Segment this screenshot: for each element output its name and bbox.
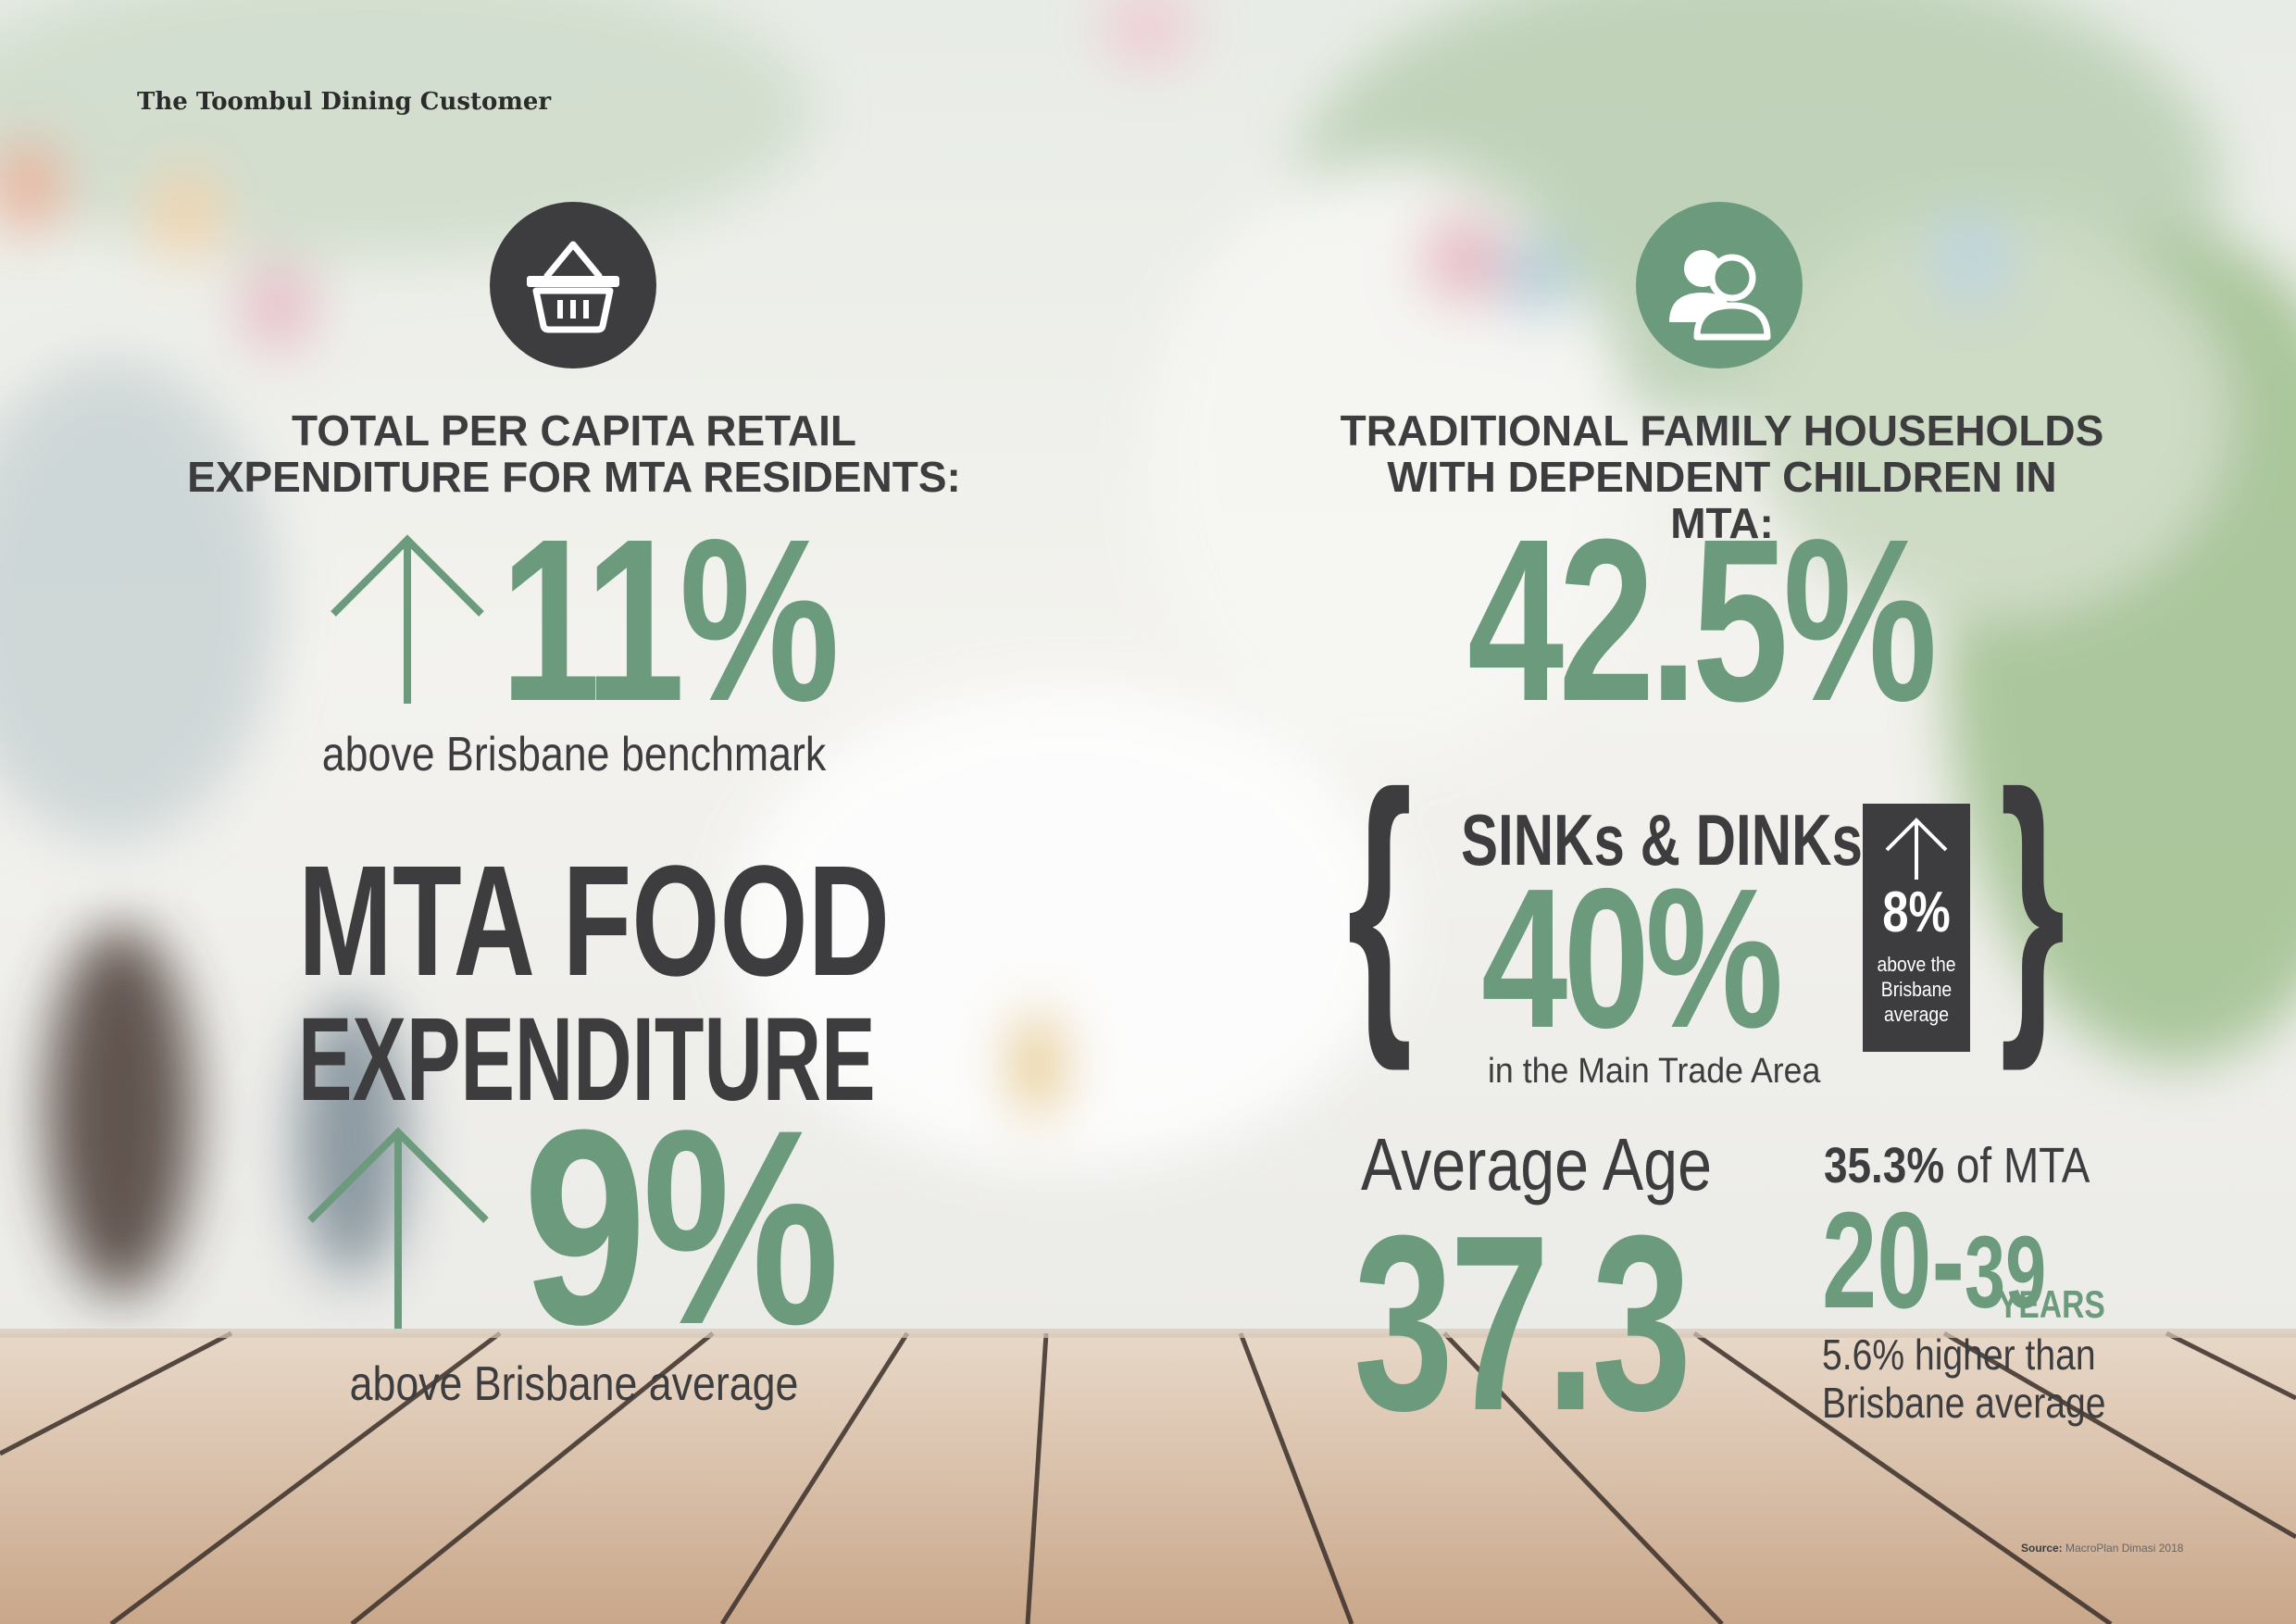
age-comparison-line1: 5.6% higher than — [1822, 1330, 2096, 1379]
family-stat-value: 42.5% — [1467, 491, 1938, 749]
food-title-line1: MTA FOOD — [298, 833, 891, 1009]
source-text: MacroPlan Dimasi 2018 — [2062, 1542, 2184, 1555]
page-title: The Toombul Dining Customer — [137, 88, 552, 116]
food-stat-caption: above Brisbane average — [349, 1357, 799, 1411]
age-range: 20-39 — [1822, 1193, 2046, 1342]
age-range-start: 20 — [1822, 1184, 1932, 1337]
retail-heading-line1: TOTAL PER CAPITA RETAIL — [292, 406, 856, 455]
average-age-label: Average Age — [1361, 1123, 1713, 1206]
badge-line2: Brisbane — [1880, 978, 1953, 1001]
family-heading: TRADITIONAL FAMILY HOUSEHOLDS WITH DEPEN… — [1333, 407, 2111, 546]
arrow-up-icon — [1885, 818, 1948, 880]
sinks-dinks-caption: in the Main Trade Area — [1488, 1052, 1821, 1091]
source-label: Source: — [2021, 1542, 2063, 1555]
shopping-basket-icon — [527, 241, 619, 333]
right-brace: } — [2000, 730, 2065, 1071]
retail-heading: TOTAL PER CAPITA RETAIL EXPENDITURE FOR … — [185, 407, 963, 500]
left-brace: { — [1347, 730, 1413, 1071]
arrow-up-icon — [307, 1127, 489, 1329]
above-average-badge: 8% above the Brisbane average — [1863, 804, 1970, 1052]
retail-stat-value: 11% — [500, 491, 840, 749]
arrow-up-icon — [331, 534, 484, 704]
average-age-value: 37.3 — [1354, 1184, 1691, 1463]
food-title: MTA FOOD EXPENDITURE — [298, 833, 1141, 1126]
people-badge — [1636, 202, 1803, 369]
retail-heading-line2: EXPENDITURE FOR MTA RESIDENTS: — [187, 453, 961, 501]
food-title-line2: EXPENDITURE — [298, 993, 876, 1126]
sinks-dinks-value: 40% — [1481, 846, 1783, 1069]
mta-percent-label: of MTA — [1944, 1138, 2090, 1193]
age-range-end: 39 — [1965, 1216, 2047, 1330]
badge-value: 8% — [1882, 881, 1951, 944]
mta-percent-line: 35.3% of MTA — [1824, 1137, 2090, 1194]
sinks-dinks-title: SINKs & DINKs — [1461, 799, 1863, 881]
family-heading-line1: TRADITIONAL FAMILY HOUSEHOLDS — [1340, 406, 2104, 455]
source-note: Source: MacroPlan Dimasi 2018 — [2021, 1542, 2183, 1555]
badge-line3: average — [1884, 1003, 1949, 1026]
age-range-dash: - — [1931, 1184, 1965, 1337]
retail-stat-caption: above Brisbane benchmark — [321, 728, 827, 781]
age-comparison: 5.6% higher than Brisbane average — [1822, 1330, 2105, 1427]
age-range-unit: YEARS — [1998, 1282, 2105, 1326]
food-stat-value: 9% — [523, 1071, 840, 1382]
mta-percent-value: 35.3% — [1824, 1138, 1945, 1193]
badge-line1: above the — [1877, 953, 1956, 976]
basket-badge — [490, 202, 656, 369]
people-icon — [1669, 250, 1771, 341]
age-comparison-line2: Brisbane average — [1822, 1379, 2106, 1427]
family-heading-line2: WITH DEPENDENT CHILDREN IN MTA: — [1387, 453, 2057, 547]
